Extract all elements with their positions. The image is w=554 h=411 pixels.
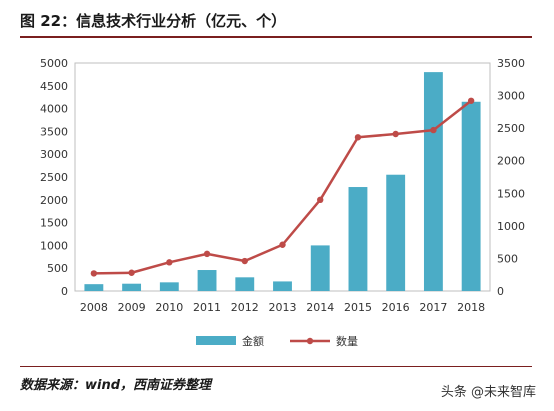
x-tick-label: 2014 [306, 301, 334, 314]
bar [159, 282, 179, 291]
x-tick-label: 2010 [155, 301, 183, 314]
line-point [203, 250, 211, 258]
line-point [166, 259, 173, 266]
bar [273, 281, 292, 291]
x-tick-label: 2013 [269, 301, 297, 314]
x-tick-label: 2017 [419, 301, 447, 314]
bar [197, 270, 217, 291]
x-tick-label: 2009 [118, 301, 146, 314]
legend-label-bar: 金额 [242, 334, 264, 348]
left-tick-label: 2500 [40, 171, 68, 184]
legend-swatch-bar [196, 336, 236, 345]
source-rule [20, 366, 532, 367]
x-tick-label: 2016 [382, 301, 410, 314]
left-tick-label: 1500 [40, 217, 68, 230]
left-tick-label: 2000 [40, 194, 68, 207]
line-point [430, 126, 437, 134]
bar-series [84, 72, 481, 292]
right-tick-label: 3500 [497, 57, 525, 70]
left-tick-label: 3000 [40, 148, 68, 161]
bar [461, 101, 481, 291]
left-tick-label: 4500 [40, 80, 68, 93]
left-tick-label: 3500 [40, 125, 68, 138]
x-tick-label: 2008 [80, 301, 108, 314]
figure-title: 图 22：信息技术行业分析（亿元、个） [20, 12, 287, 30]
left-tick-label: 500 [47, 262, 68, 275]
line-point [241, 257, 248, 265]
x-tick-label: 2015 [344, 301, 372, 314]
legend-label-line: 数量 [336, 335, 358, 348]
right-tick-label: 2500 [497, 122, 525, 135]
left-tick-label: 1000 [40, 239, 68, 252]
bar [386, 174, 406, 291]
line-point [317, 196, 324, 203]
left-tick-label: 0 [61, 285, 68, 298]
right-tick-label: 1500 [497, 187, 525, 200]
right-tick-label: 2000 [497, 155, 525, 168]
bar [423, 72, 443, 292]
right-tick-label: 3000 [497, 90, 525, 103]
line-point [392, 130, 399, 138]
left-tick-label: 5000 [40, 57, 68, 70]
right-tick-label: 500 [497, 252, 518, 265]
x-tick-label: 2012 [231, 301, 259, 314]
legend-marker-line [306, 337, 314, 345]
bar [122, 283, 142, 291]
bar [310, 245, 330, 291]
x-tick-label: 2018 [457, 301, 485, 314]
source-note: 数据来源：wind，西南证券整理 [20, 378, 212, 393]
bar [84, 284, 104, 291]
legend: 金额 数量 [196, 334, 358, 348]
bar [235, 277, 255, 291]
line-point [354, 134, 362, 141]
left-y-axis: 0 500 1000 1500 2000 2500 3000 3500 4000 4500 5000 [40, 57, 68, 298]
line-point [90, 270, 98, 277]
line-point [128, 269, 135, 276]
bar [348, 187, 368, 291]
right-tick-label: 0 [497, 285, 504, 298]
title-rule [20, 36, 532, 38]
watermark: 头条 @未来智库 [436, 380, 540, 401]
line-point [467, 97, 475, 104]
left-tick-label: 4000 [40, 103, 68, 116]
line-point [279, 241, 286, 248]
x-axis: 2008 2009 2010 2011 2012 2013 2014 2015 2016 2017… [80, 301, 485, 314]
x-tick-label: 2011 [193, 301, 221, 314]
line-series [90, 97, 475, 277]
right-tick-label: 1000 [497, 220, 525, 233]
right-y-axis: 0 500 1000 1500 2000 2500 3000 3500 [497, 57, 525, 298]
